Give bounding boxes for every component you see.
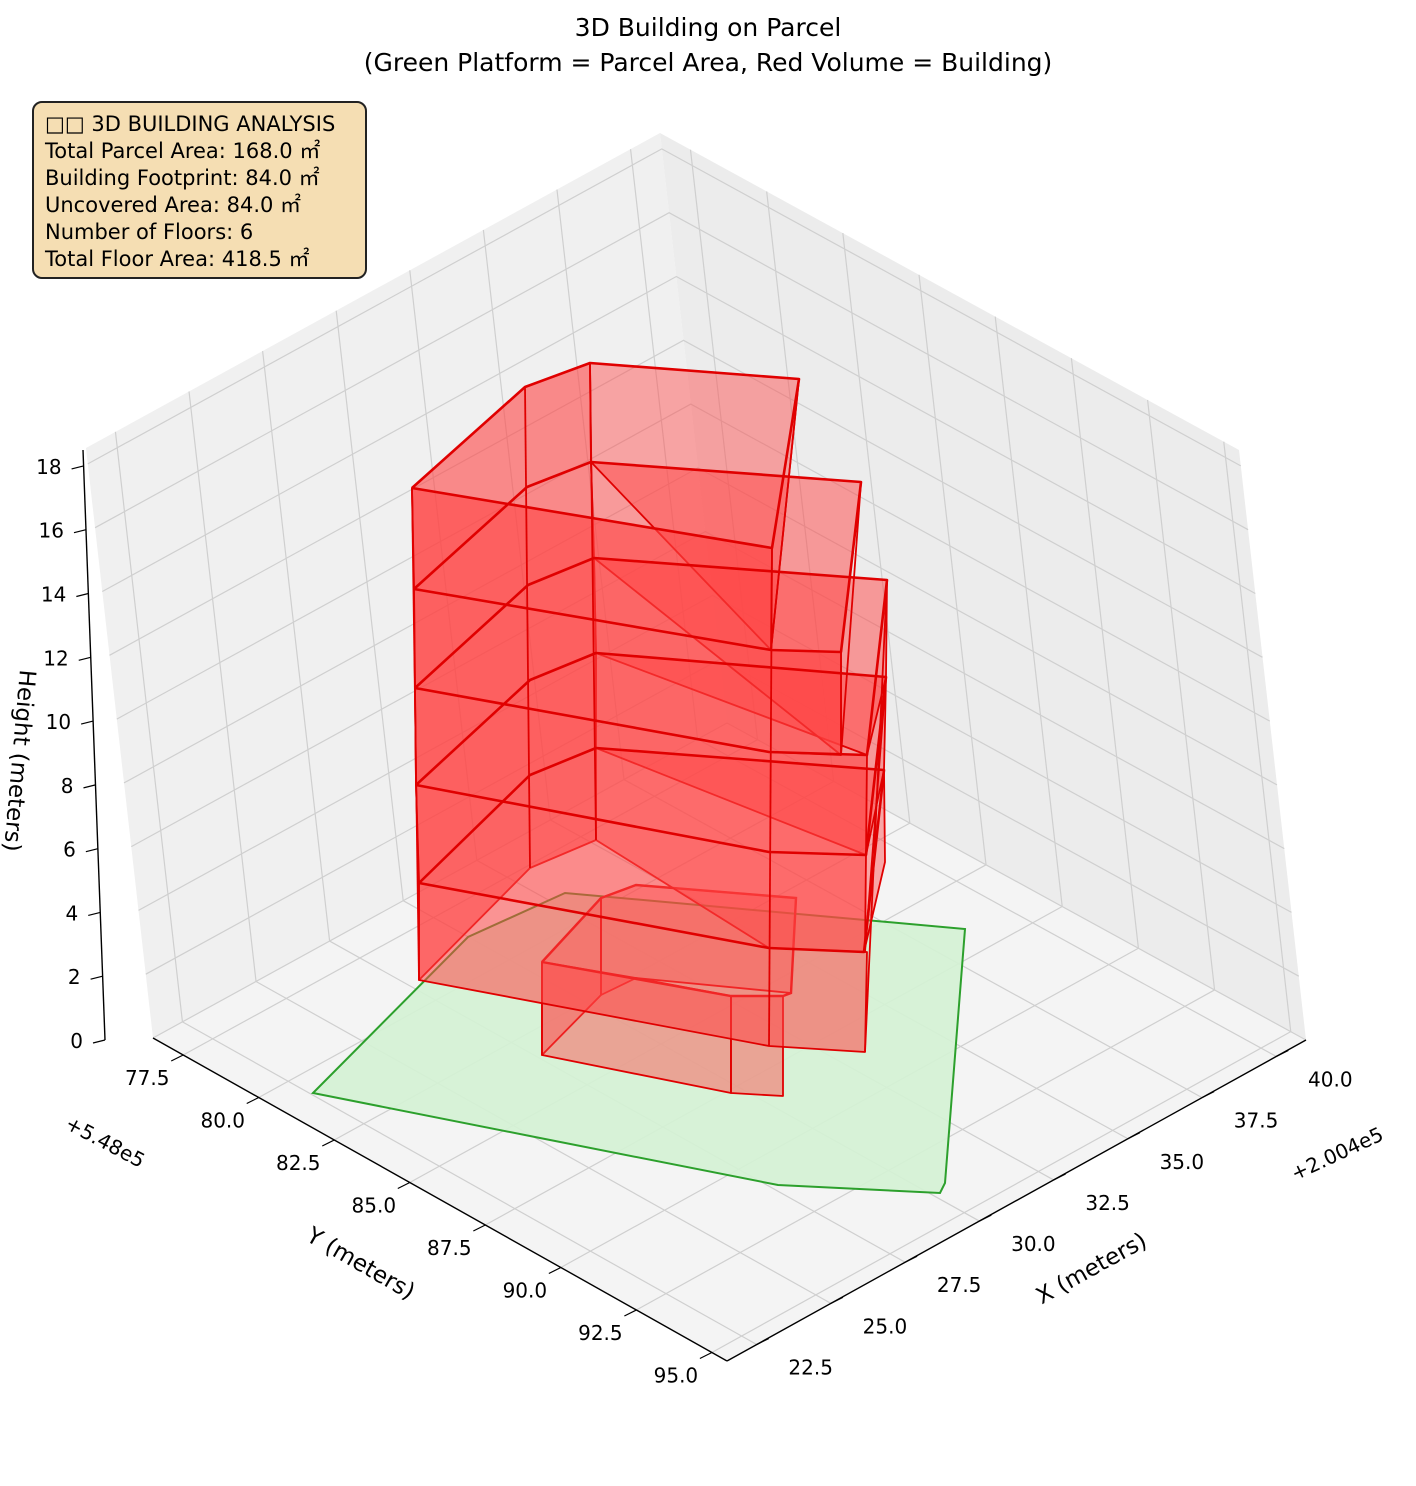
y-tick-label-3: 85.0 (352, 1194, 397, 1218)
z-tick-mark-0 (92, 1039, 106, 1044)
analysis-info-box: □□ 3D BUILDING ANALYSIS Total Parcel Are… (32, 101, 367, 279)
z-tick-mark-7 (76, 592, 89, 598)
z-tick-mark-2 (88, 911, 101, 917)
x-tick-label-3: 30.0 (1011, 1232, 1056, 1256)
z-tick-mark-6 (78, 656, 91, 661)
y-tick-mark-7 (699, 1351, 713, 1360)
y-tick-mark-4 (473, 1224, 486, 1232)
z-tick-label-3: 6 (63, 838, 76, 862)
z-tick-mark-9 (71, 465, 84, 470)
tower-vertical-edge-3 (770, 378, 800, 651)
grid-z-9 (87, 148, 1242, 467)
y-tick-mark-5 (548, 1266, 562, 1275)
z-tick-label-2: 4 (66, 901, 79, 925)
grid-y-wall-4 (994, 316, 1063, 907)
z-tick-mark-4 (83, 784, 96, 789)
grid-y-wall-2 (842, 233, 911, 824)
z-tick-label-1: 2 (68, 965, 81, 989)
grid-y-floor-7 (711, 1031, 1292, 1354)
z-axis-title: Height (meters) (0, 669, 40, 853)
y-axis-line (152, 1037, 728, 1362)
z-axis-line (82, 449, 106, 1041)
x-tick-label-7: 40.0 (1308, 1067, 1353, 1091)
x-tick-label-6: 37.5 (1234, 1109, 1279, 1133)
grid-z-7 (102, 275, 1256, 595)
tower-vertical-edge-2 (589, 362, 597, 841)
z-tick-label-6: 12 (43, 646, 68, 670)
grid-x-wall-1 (188, 391, 257, 982)
z-tick-label-0: 0 (70, 1029, 83, 1053)
x-tick-mark-1 (830, 1296, 844, 1304)
x-tick-mark-0 (756, 1338, 769, 1346)
x-tick-label-4: 32.5 (1085, 1191, 1130, 1215)
y-axis-title: Y (meters) (301, 1222, 419, 1305)
info-total-floor-area: Total Floor Area: 418.5 ㎡ (45, 247, 310, 271)
z-tick-label-8: 16 (39, 519, 64, 543)
grid-x-floor-0 (182, 1021, 757, 1346)
tower-vertical-edge-0 (411, 487, 420, 981)
y-tick-label-6: 92.5 (578, 1321, 623, 1345)
grid-z-6 (109, 339, 1263, 658)
y-tick-mark-1 (246, 1096, 260, 1105)
pane-back-right (660, 133, 1306, 1040)
y-tick-label-2: 82.5 (276, 1151, 321, 1175)
tower-vertical-edge-7 (864, 676, 887, 953)
grid-y-wall-7 (1223, 441, 1292, 1032)
z-tick-label-7: 14 (41, 583, 66, 607)
y-tick-mark-6 (624, 1309, 637, 1317)
grid-x-wall-0 (114, 431, 184, 1022)
x-tick-mark-6 (1201, 1091, 1215, 1099)
tower-vertical-edge-1 (524, 386, 531, 869)
axis-lines (71, 449, 1307, 1362)
x-tick-mark-4 (1053, 1173, 1066, 1181)
grid-z-5 (116, 403, 1271, 722)
y-tick-label-5: 90.0 (503, 1279, 548, 1303)
y-tick-mark-3 (397, 1181, 411, 1190)
info-number-of-floors: Number of Floors: 6 (45, 220, 254, 244)
tower-vertical-edge-4 (768, 547, 773, 1047)
z-tick-label-9: 18 (36, 455, 61, 479)
grid-z-4 (123, 467, 1278, 786)
chart-title-line-2: (Green Platform = Parcel Area, Red Volum… (364, 48, 1053, 77)
z-tick-mark-3 (85, 848, 99, 853)
grid-x-floor-1 (255, 980, 832, 1304)
y-tick-label-1: 80.0 (200, 1109, 245, 1133)
plot-geometry (310, 361, 967, 1195)
y-offset-label: +5.48e5 (62, 1111, 149, 1173)
y-tick-label-7: 95.0 (654, 1364, 699, 1388)
pane-back-left (86, 133, 727, 1038)
grid-y-wall-5 (1070, 358, 1139, 949)
x-tick-label-1: 25.0 (863, 1314, 908, 1338)
x-tick-label-5: 35.0 (1160, 1150, 1205, 1174)
grid-x-wall-2 (262, 351, 331, 942)
x-tick-mark-3 (979, 1214, 992, 1222)
chart-title-line-1: 3D Building on Parcel (575, 13, 842, 42)
info-building-footprint: Building Footprint: 84.0 ㎡ (45, 166, 320, 190)
y-tick-mark-0 (170, 1054, 184, 1062)
info-uncovered-area: Uncovered Area: 84.0 ㎡ (45, 193, 302, 217)
z-tick-label-4: 8 (61, 774, 74, 798)
tower-vertical-edge-5 (840, 481, 862, 756)
info-heading: □□ 3D BUILDING ANALYSIS (45, 112, 336, 136)
grid-z-8 (94, 212, 1249, 531)
grid-x-wall-3 (335, 310, 404, 901)
x-tick-label-0: 22.5 (788, 1356, 833, 1380)
x-tick-label-2: 27.5 (937, 1273, 982, 1297)
info-parcel-area: Total Parcel Area: 168.0 ㎡ (45, 139, 321, 163)
y-tick-label-0: 77.5 (125, 1066, 170, 1090)
z-tick-mark-5 (80, 720, 94, 725)
grid-y-wall-6 (1146, 399, 1216, 991)
x-tick-mark-7 (1276, 1049, 1289, 1057)
grid-y-wall-3 (918, 274, 987, 865)
z-tick-mark-1 (90, 975, 103, 980)
z-tick-mark-8 (73, 529, 87, 534)
slab-outline-roof (411, 361, 801, 550)
x-offset-label: +2.004e5 (1287, 1122, 1387, 1186)
x-tick-mark-2 (904, 1255, 918, 1263)
y-tick-label-4: 87.5 (427, 1236, 472, 1260)
x-tick-mark-5 (1127, 1132, 1141, 1140)
y-tick-mark-2 (321, 1139, 335, 1147)
z-tick-label-5: 10 (46, 710, 71, 734)
